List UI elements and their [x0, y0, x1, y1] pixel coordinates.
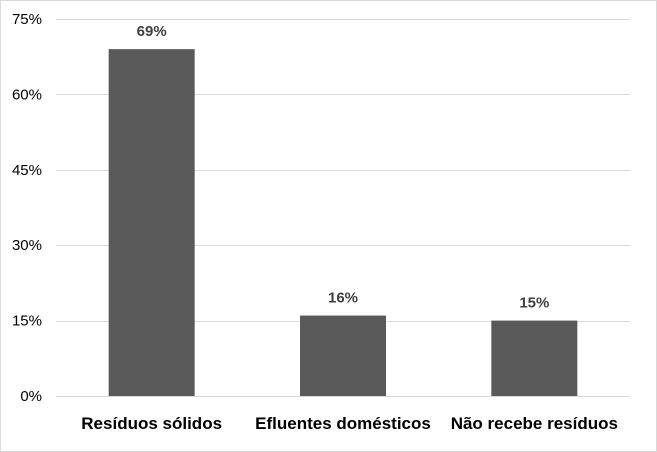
bar: [491, 320, 578, 396]
category-label: Não recebe resíduos: [451, 414, 618, 433]
category-label: Resíduos sólidos: [81, 414, 222, 433]
category-label: Efluentes domésticos: [255, 414, 431, 433]
category-labels: Resíduos sólidos Efluentes domésticos Não …: [81, 414, 618, 433]
y-tick-label: 45%: [12, 162, 42, 179]
bar: [300, 315, 386, 396]
bars: [108, 49, 578, 396]
y-tick-label: 60%: [12, 86, 42, 103]
data-label: 15%: [519, 295, 549, 312]
data-label: 69%: [137, 23, 167, 40]
y-tick-label: 15%: [12, 313, 42, 330]
y-tick-label: 30%: [12, 237, 42, 254]
data-labels: 69% 16% 15%: [137, 23, 550, 311]
y-tick-label: 75%: [12, 11, 42, 28]
data-label: 16%: [328, 290, 358, 307]
y-tick-label: 0%: [20, 388, 42, 405]
y-axis-tick-labels: 0% 15% 30% 45% 60% 75%: [12, 11, 42, 405]
bar: [108, 49, 195, 396]
